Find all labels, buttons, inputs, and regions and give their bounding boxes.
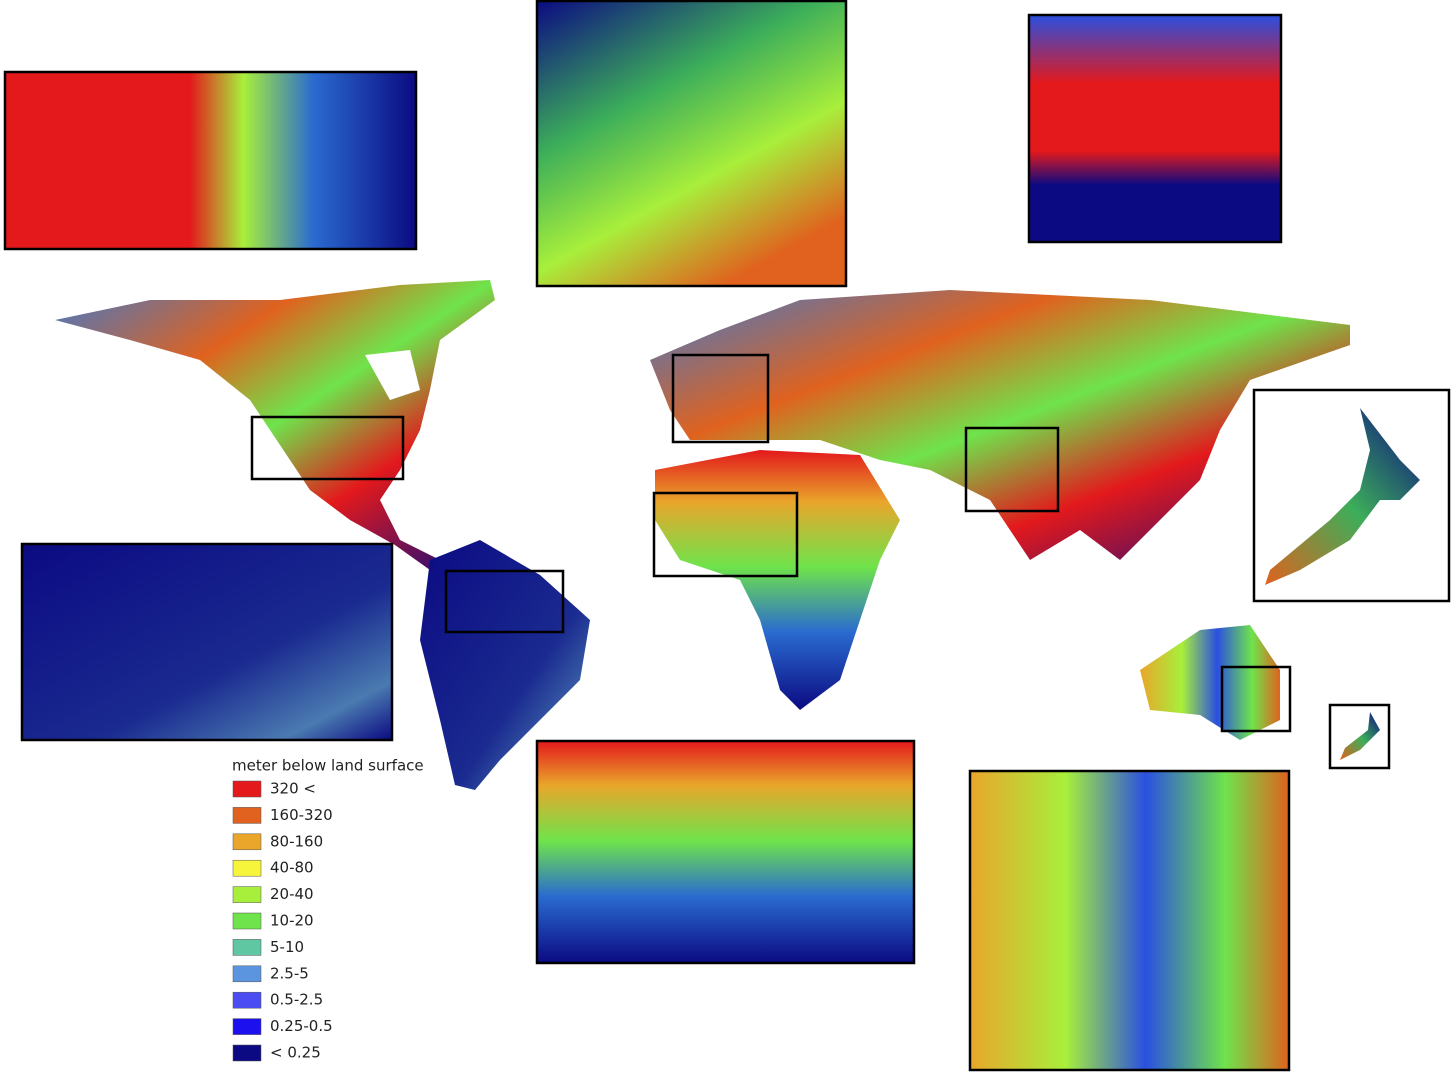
locator-box — [671, 353, 770, 444]
world-map — [55, 280, 1380, 790]
locator-box — [1220, 665, 1292, 733]
new-zealand-small — [1340, 712, 1380, 760]
legend-label: 0.25-0.5 — [270, 1017, 333, 1035]
inset-frame — [535, 0, 848, 288]
legend-label: 40-80 — [270, 859, 314, 877]
inset-australia — [970, 771, 1289, 1070]
inset-frame — [968, 769, 1291, 1072]
insets — [3, 0, 1451, 1072]
legend-label: 20-40 — [270, 885, 314, 903]
legend: meter below land surface 320 < 160-320 80-… — [232, 757, 424, 1062]
inset-europe — [537, 1, 846, 286]
legend-swatch — [232, 780, 262, 798]
legend-label: 160-320 — [270, 806, 333, 824]
legend-swatch — [232, 833, 262, 851]
locator-boxes — [250, 353, 1391, 770]
inset-frame — [3, 70, 418, 251]
south-america — [420, 540, 590, 790]
legend-swatch — [232, 991, 262, 1009]
eurasia — [650, 290, 1350, 560]
inset-frame — [1027, 13, 1283, 244]
locator-box — [444, 569, 565, 634]
locator-box — [652, 491, 799, 578]
legend-swatch — [232, 859, 262, 877]
australia — [1140, 625, 1280, 740]
legend-swatch — [232, 912, 262, 930]
locator-box — [1328, 703, 1391, 770]
north-america — [55, 280, 495, 570]
legend-label: 80-160 — [270, 832, 323, 850]
inset-himalaya — [1029, 15, 1281, 242]
inset-frame — [20, 542, 394, 742]
legend-label: 10-20 — [270, 912, 314, 930]
new-zealand-shape — [1265, 408, 1420, 585]
legend-label: 5-10 — [270, 938, 304, 956]
locator-box — [250, 415, 405, 481]
legend-swatch — [232, 939, 262, 956]
legend-title: meter below land surface — [232, 757, 424, 775]
greenland-ice — [365, 350, 420, 400]
inset-frame — [535, 739, 916, 965]
legend-swatch — [232, 807, 262, 824]
legend-label: 320 < — [270, 780, 316, 798]
inset-west-africa — [537, 741, 914, 963]
inset-amazon — [22, 544, 392, 740]
legend-label: 2.5-5 — [270, 964, 309, 982]
legend-label: < 0.25 — [270, 1044, 321, 1062]
locator-box — [964, 426, 1060, 513]
legend-swatch — [232, 1044, 262, 1062]
legend-label: 0.5-2.5 — [270, 991, 323, 1009]
legend-swatch — [232, 1018, 262, 1035]
africa — [655, 450, 900, 710]
inset-frame — [1252, 388, 1451, 603]
inset-usa — [5, 72, 416, 249]
legend-swatch — [232, 886, 262, 903]
legend-swatch — [232, 965, 262, 983]
